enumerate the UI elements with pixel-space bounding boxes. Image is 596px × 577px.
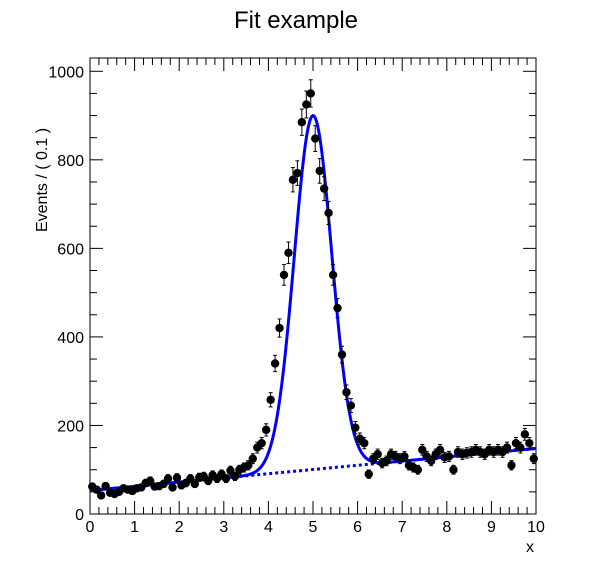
x-tick-label: 10	[527, 519, 545, 536]
data-point	[337, 350, 347, 359]
data-point	[92, 485, 101, 494]
x-tick-label: 5	[309, 519, 318, 536]
data-point	[146, 476, 155, 485]
y-tick-label: 0	[75, 507, 84, 524]
y-tick-label: 800	[57, 153, 84, 170]
y-tick-label: 400	[57, 330, 84, 347]
data-point	[360, 438, 369, 448]
data-point	[266, 395, 275, 404]
x-tick-label: 1	[130, 519, 139, 536]
data-point	[525, 438, 534, 448]
x-tick-label: 4	[264, 519, 273, 536]
y-axis-title: Events / ( 0.1 )	[34, 128, 51, 232]
data-point	[203, 476, 213, 485]
data-point	[284, 248, 293, 257]
x-tick-label: 9	[487, 519, 496, 536]
data-point	[257, 438, 266, 448]
data-point	[400, 452, 409, 461]
data-point	[190, 479, 200, 489]
data-point	[373, 450, 382, 459]
data-point	[418, 445, 427, 455]
y-tick-label: 600	[57, 241, 84, 258]
data-point	[101, 481, 110, 491]
data-point	[163, 474, 173, 483]
data-point	[270, 359, 280, 368]
data-point	[324, 208, 333, 218]
data-point	[226, 466, 235, 475]
data-point	[520, 430, 530, 439]
data-point	[248, 454, 257, 463]
data-point	[364, 469, 373, 479]
data-point	[328, 270, 338, 280]
data-point	[507, 461, 516, 470]
y-tick-label: 1000	[48, 64, 84, 81]
data-point	[382, 456, 391, 466]
data-point	[351, 423, 360, 432]
x-tick-label: 2	[175, 519, 184, 536]
data-point	[221, 474, 231, 483]
data-point	[230, 472, 240, 481]
x-tick-label: 7	[398, 519, 407, 536]
data-point	[449, 465, 458, 474]
data-point	[96, 491, 106, 500]
data-point	[168, 483, 177, 492]
data-point	[261, 425, 271, 435]
data-point	[279, 270, 289, 280]
data-point	[435, 445, 445, 455]
data-point	[516, 443, 525, 452]
data-point	[275, 323, 284, 333]
x-tick-label: 0	[86, 519, 95, 536]
data-point	[502, 443, 512, 452]
data-point	[529, 454, 538, 463]
data-point	[426, 456, 436, 466]
data-point	[311, 134, 320, 143]
chart-title: Fit example	[234, 7, 358, 34]
data-point	[293, 168, 302, 178]
x-tick-label: 6	[353, 519, 362, 536]
data-point	[315, 166, 324, 176]
data-point	[413, 465, 423, 474]
data-point	[342, 388, 351, 397]
x-tick-label: 3	[219, 519, 228, 536]
data-point	[444, 452, 454, 461]
data-point	[346, 401, 356, 410]
y-tick-label: 200	[57, 418, 84, 435]
data-point	[319, 184, 329, 193]
x-axis-title: x	[526, 539, 534, 556]
plot-area: 0 1 2 3 4 5 6 7 8 9 10 0 200 400 600 800 1000	[48, 57, 545, 536]
data-point	[302, 100, 311, 109]
data-point	[172, 473, 182, 482]
data-point	[306, 89, 315, 98]
data-point	[333, 303, 342, 313]
x-tick-label: 8	[442, 519, 451, 536]
data-point	[288, 175, 298, 184]
data-point	[244, 461, 253, 470]
data-point	[297, 117, 307, 127]
